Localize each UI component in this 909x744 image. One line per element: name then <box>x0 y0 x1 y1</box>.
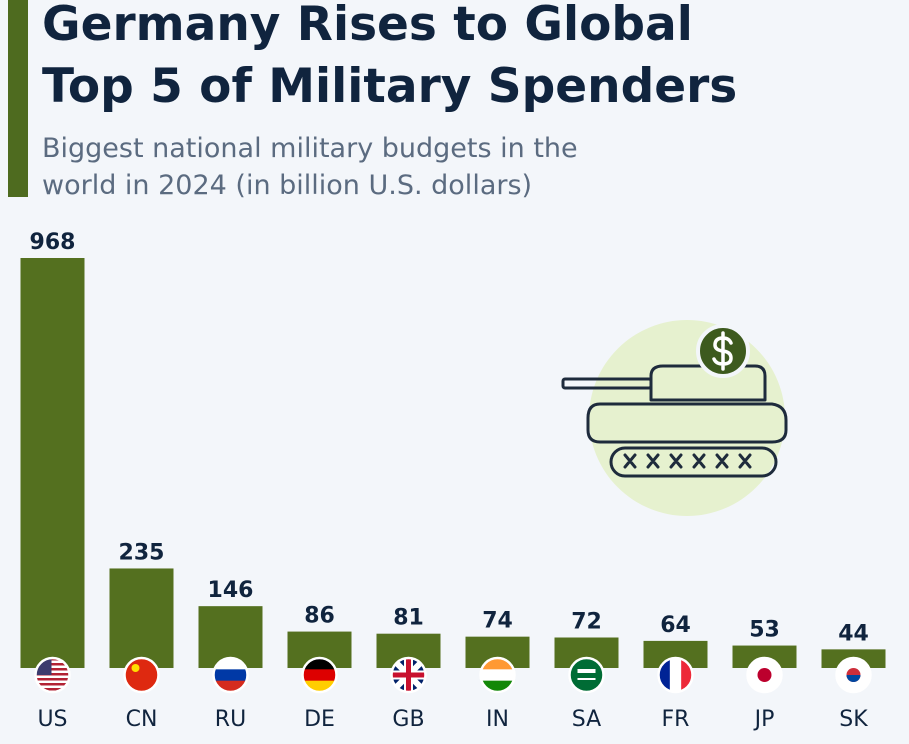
flag-stripe <box>35 685 70 688</box>
flag-stripe <box>213 680 248 692</box>
x-tick-label: SK <box>839 707 868 732</box>
flag-icon <box>212 656 249 694</box>
flag-stripe <box>35 660 70 663</box>
flag-icon <box>657 656 694 694</box>
flag-ring <box>212 656 249 694</box>
flag-icon <box>746 656 783 694</box>
bar <box>109 568 174 668</box>
flag-stripe <box>213 669 248 682</box>
flag-ring <box>34 656 71 694</box>
flag-icon <box>390 656 427 694</box>
value-label: 968 <box>30 230 76 255</box>
flag-emblem <box>131 664 140 672</box>
flag-stripe <box>302 680 337 692</box>
value-label: 44 <box>838 621 869 646</box>
flag-ring <box>479 656 516 694</box>
x-tick-label: CN <box>126 707 158 732</box>
x-tick-label: RU <box>215 707 246 732</box>
flag-stripe <box>35 675 70 678</box>
value-label: 235 <box>119 540 165 565</box>
flag-stripe <box>35 670 70 673</box>
flag-stripe <box>213 658 248 670</box>
flag-ring <box>657 656 694 694</box>
value-label: 72 <box>571 610 602 635</box>
chart-subtitle: Biggest national military budgets in the… <box>42 133 578 201</box>
flag-stripe <box>669 658 682 692</box>
flag-cross <box>391 658 426 692</box>
accent-bar <box>8 0 28 197</box>
flag-ring <box>123 656 160 694</box>
flag-stripe <box>302 669 337 682</box>
flag-icon <box>479 656 516 694</box>
bar <box>20 258 85 668</box>
x-tick-label: IN <box>486 707 509 732</box>
value-label: 53 <box>749 618 780 643</box>
flag-stripe <box>480 680 515 692</box>
value-label: 86 <box>304 604 335 629</box>
x-tick-label: FR <box>662 707 690 732</box>
flag-emblem <box>577 669 596 673</box>
x-tick-label: GB <box>392 707 424 732</box>
value-label: 64 <box>660 613 691 638</box>
flag-ring <box>746 656 783 694</box>
flag-ring <box>390 656 427 694</box>
flag-emblem <box>846 675 861 682</box>
flag-stripe <box>480 658 515 670</box>
value-label: 81 <box>393 606 424 631</box>
flag-stripe <box>35 665 70 668</box>
tank-illustration <box>561 320 788 516</box>
value-label: 74 <box>482 609 513 634</box>
flag-icon <box>568 656 605 694</box>
flag-emblem <box>757 668 772 682</box>
x-tick-label: SA <box>572 707 601 732</box>
x-tick-label: DE <box>304 707 335 732</box>
x-tick-label: JP <box>753 707 775 732</box>
x-tick-label: US <box>37 707 67 732</box>
flag-icon <box>301 656 338 694</box>
flag-stripe <box>681 658 693 692</box>
flag-ring <box>835 656 872 694</box>
flag-ring <box>301 656 338 694</box>
flag-emblem <box>577 678 596 680</box>
flag-stripe <box>302 658 337 670</box>
flag-icon <box>123 656 160 694</box>
flag-icon <box>34 656 71 694</box>
flag-icon <box>835 656 872 694</box>
flag-ring <box>568 656 605 694</box>
flag-stripe <box>480 669 515 682</box>
flag-stripe <box>658 658 671 692</box>
value-label: 146 <box>208 578 254 603</box>
chart-title: Germany Rises to Global Top 5 of Militar… <box>42 0 738 114</box>
flag-stripe <box>35 680 70 683</box>
